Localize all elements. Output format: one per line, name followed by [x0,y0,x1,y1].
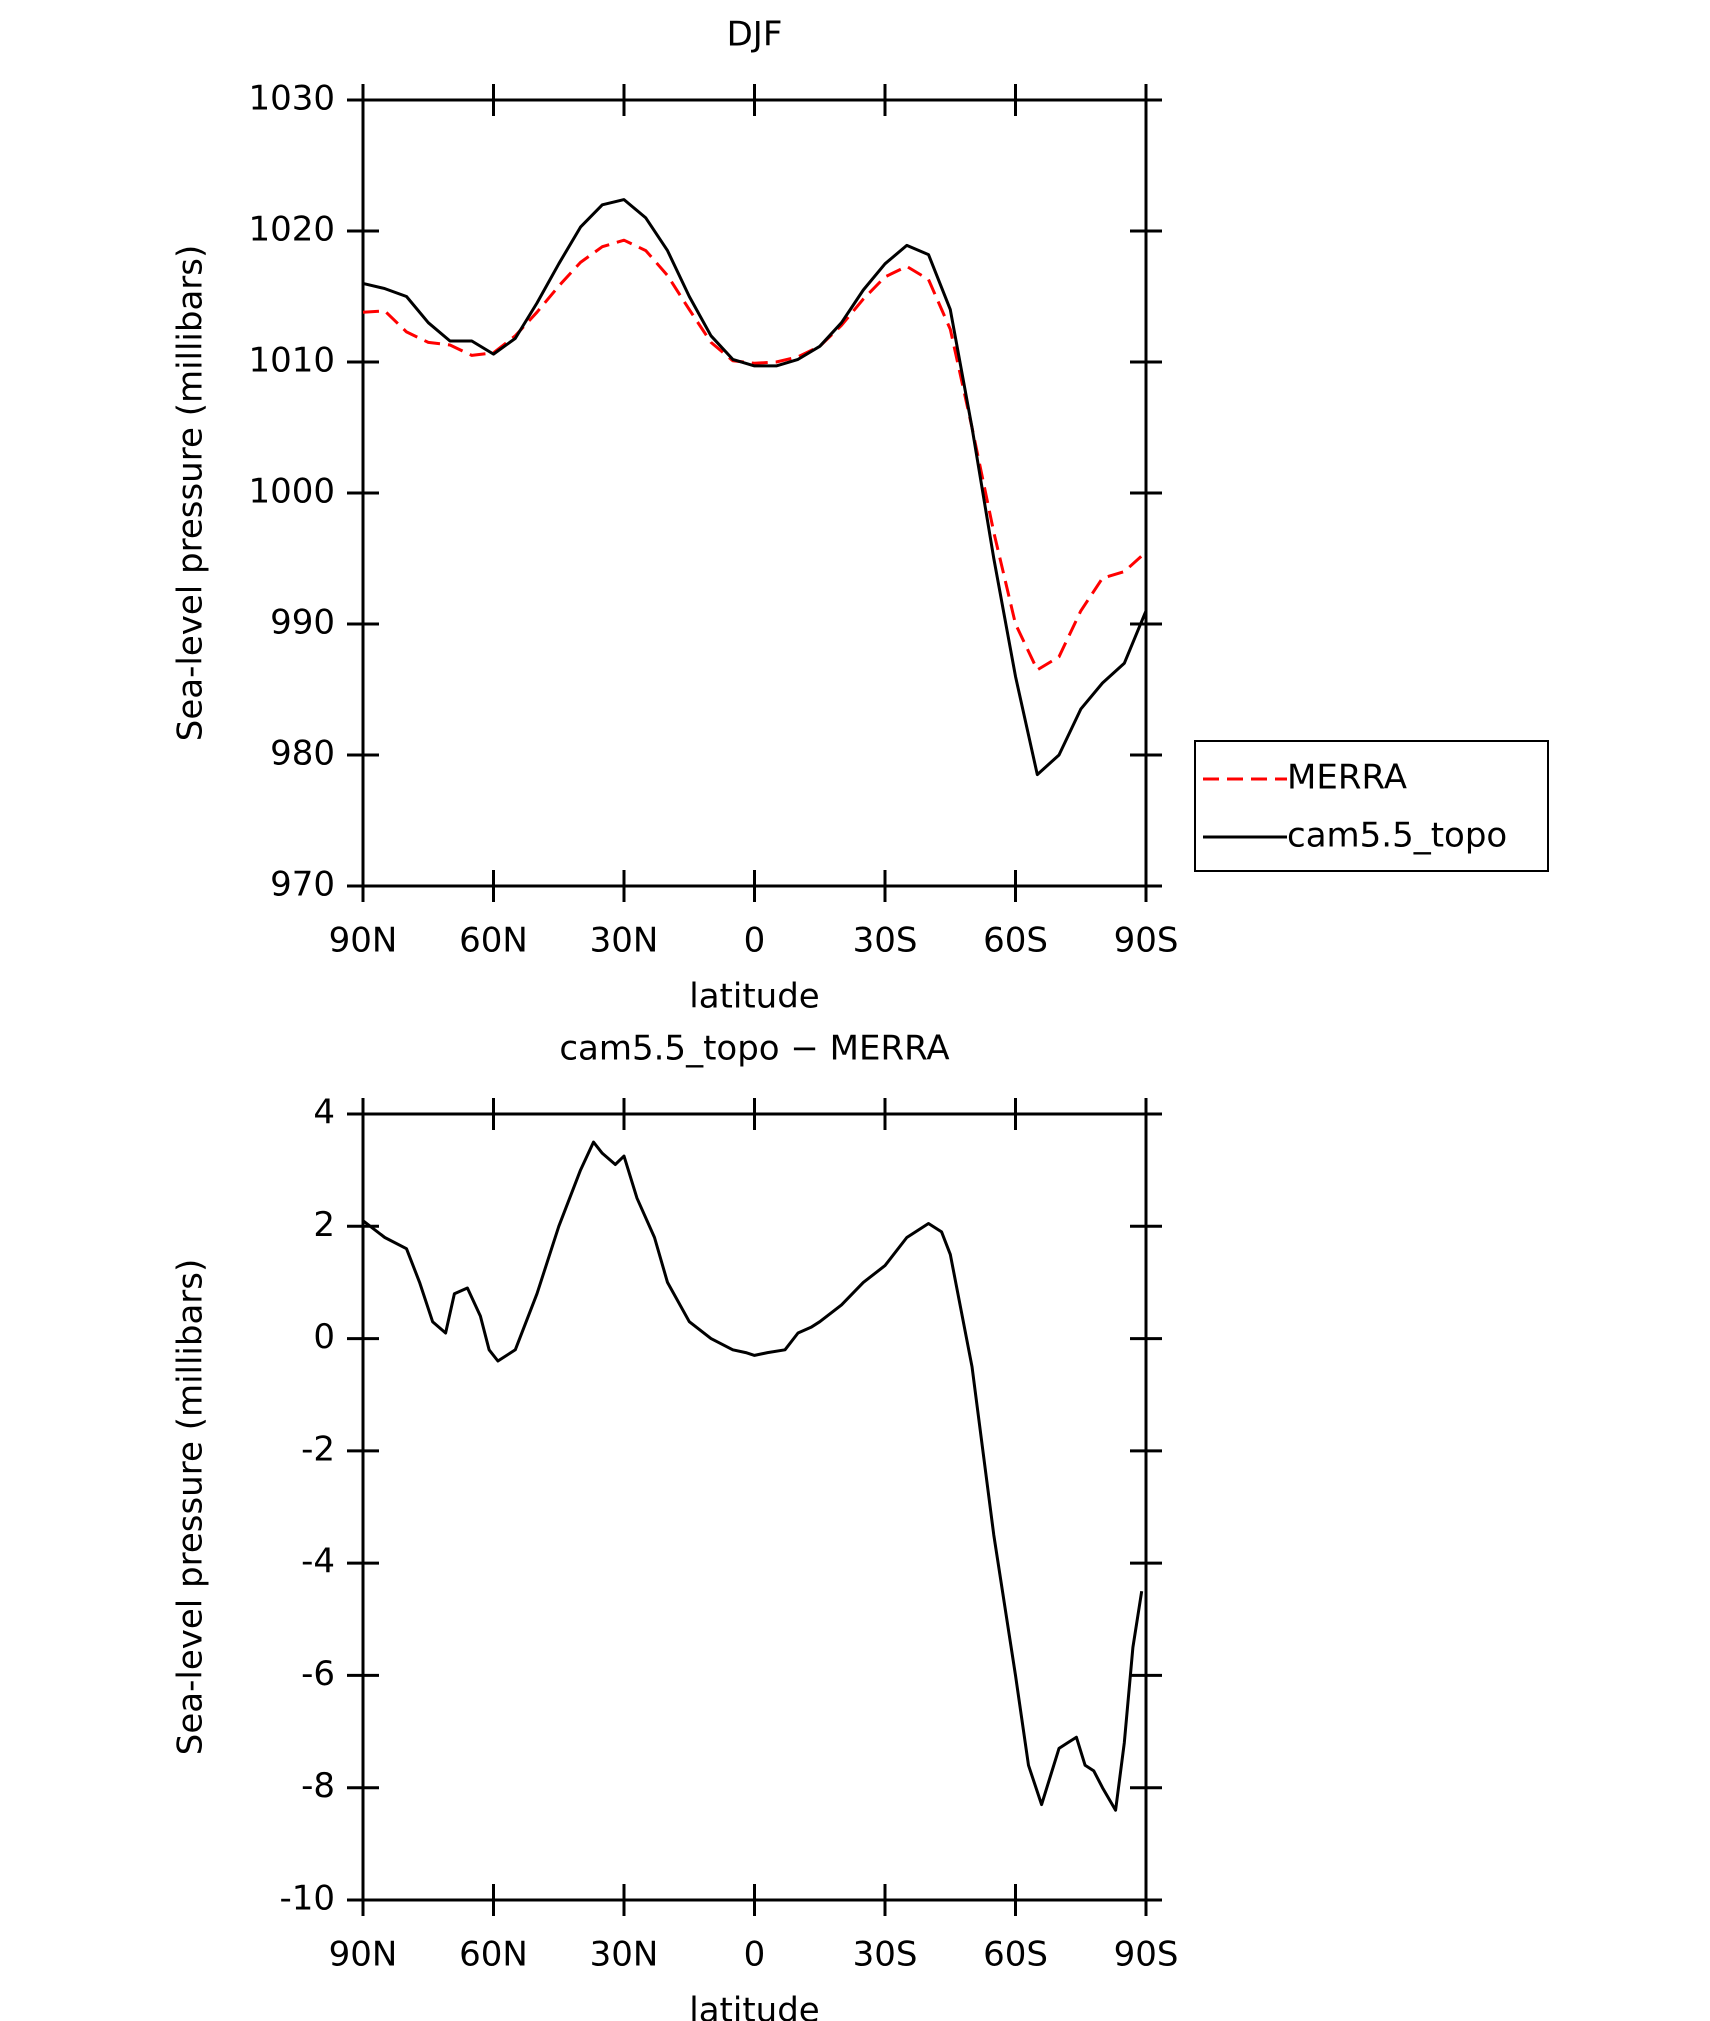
y-tick-label: 1020 [248,210,335,250]
x-tick-label: 60N [459,921,528,961]
y-tick-label: 1010 [248,341,335,381]
x-tick-label: 90N [329,1935,398,1975]
y-tick-label: 980 [270,734,335,774]
y-tick-label: 990 [270,603,335,643]
plot-frame [361,98,1148,888]
x-tick-label: 60S [983,921,1048,961]
legend-box [1194,740,1549,872]
legend-label: cam5.5_topo [1287,816,1507,856]
y-tick-label: 4 [313,1093,335,1133]
x-tick-label: 0 [744,921,766,961]
x-tick-label: 30S [853,921,918,961]
plot-frame [361,1112,1148,1902]
y-tick-label: -2 [301,1429,335,1469]
y-axis-label: Sea-level pressure (millibars) [171,245,211,741]
y-tick-label: 0 [313,1317,335,1357]
data-line [362,198,1148,777]
x-axis-label: latitude [689,1991,819,2021]
chart-title: DJF [727,15,783,55]
x-tick-label: 60S [983,1935,1048,1975]
y-tick-label: -4 [301,1542,335,1582]
y-axis-label: Sea-level pressure (millibars) [171,1259,211,1755]
chart-title: cam5.5_topo − MERRA [559,1029,949,1069]
x-tick-label: 0 [744,1935,766,1975]
y-tick-label: -10 [279,1879,335,1919]
y-tick-label: 1030 [248,79,335,119]
chart-panel: DJF latitude Sea-level pressure (millibars… [171,15,1549,1017]
x-tick-label: 90N [329,921,398,961]
data-line [362,238,1148,672]
chart-panel: cam5.5_topo − MERRA latitude Sea-level pre… [171,1029,1179,2021]
x-tick-label: 30S [853,1935,918,1975]
y-tick-label: 970 [270,865,335,905]
x-tick-label: 30N [590,1935,659,1975]
x-tick-label: 90S [1114,1935,1179,1975]
y-tick-label: -8 [301,1766,335,1806]
x-tick-label: 90S [1114,921,1179,961]
x-tick-label: 30N [590,921,659,961]
y-tick-label: -6 [301,1654,335,1694]
data-line [362,1140,1144,1812]
x-tick-label: 60N [459,1935,528,1975]
legend-label: MERRA [1287,758,1407,798]
x-axis-label: latitude [689,977,819,1017]
y-tick-label: 2 [313,1205,335,1245]
y-tick-label: 1000 [248,472,335,512]
